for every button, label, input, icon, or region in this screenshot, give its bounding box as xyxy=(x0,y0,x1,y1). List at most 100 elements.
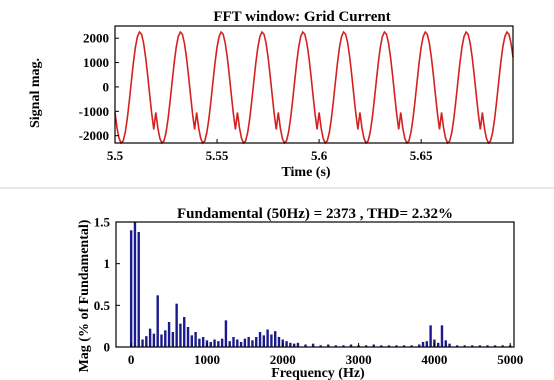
harmonic-bar xyxy=(156,295,159,347)
time-chart-plot-area: 5.5 5.55 5.6 5.65 2000 1000 0 -1000 -2000 xyxy=(79,30,514,163)
harmonic-bar xyxy=(486,345,489,347)
harmonic-bar xyxy=(258,332,262,347)
harmonic-bar xyxy=(190,335,194,347)
harmonic-bar xyxy=(201,337,205,347)
harmonic-bar xyxy=(239,342,243,347)
time-chart-ylabel: Signal mag. xyxy=(28,58,43,128)
harmonic-bar xyxy=(183,317,186,347)
harmonic-bar xyxy=(334,345,338,347)
harmonic-bar xyxy=(342,345,345,347)
harmonic-bar xyxy=(255,337,258,347)
harmonic-bar xyxy=(145,336,148,347)
harmonic-bar xyxy=(266,329,269,347)
harmonic-bar xyxy=(160,334,163,347)
harmonic-bar xyxy=(171,332,175,347)
harmonic-bar xyxy=(129,230,133,347)
harmonic-bar xyxy=(247,337,250,347)
harmonic-bar xyxy=(319,345,322,347)
harmonic-bar xyxy=(304,344,307,347)
harmonic-bar xyxy=(372,344,375,347)
harmonic-bar xyxy=(232,337,235,347)
harmonic-bar xyxy=(471,345,474,347)
harmonic-bar xyxy=(292,343,296,347)
fft-xtick-label: 2000 xyxy=(270,352,296,367)
harmonic-bar xyxy=(186,327,190,347)
fft-xtick-label: 0 xyxy=(128,352,135,367)
harmonic-bar xyxy=(285,341,288,347)
harmonic-bar xyxy=(311,343,315,347)
harmonic-bar xyxy=(364,345,368,347)
time-ytick-label: 1000 xyxy=(83,55,109,70)
harmonic-bar xyxy=(380,345,383,347)
time-xtick-label: 5.65 xyxy=(410,148,433,163)
harmonic-bar xyxy=(198,338,201,347)
harmonic-bar xyxy=(410,345,413,347)
fft-chart-axes-frame xyxy=(115,221,515,348)
harmonic-bar xyxy=(175,303,178,347)
time-chart-xlabel: Time (s) xyxy=(281,165,330,180)
time-ytick-label: 0 xyxy=(103,79,110,94)
harmonic-bar xyxy=(296,342,300,347)
harmonic-bar xyxy=(220,338,224,347)
harmonic-bar xyxy=(436,342,440,347)
fft-ytick-label: 0 xyxy=(104,340,111,355)
harmonic-bar xyxy=(448,343,451,347)
time-chart-axes-frame xyxy=(114,25,514,144)
harmonic-bar xyxy=(478,345,482,347)
harmonic-bar xyxy=(167,322,171,347)
harmonic-bar xyxy=(228,341,231,347)
harmonic-bar xyxy=(289,342,292,347)
fft-ytick-label: 1.5 xyxy=(94,215,111,230)
time-xtick-label: 5.5 xyxy=(107,148,124,163)
harmonic-bar xyxy=(387,345,391,347)
harmonic-bar xyxy=(402,345,406,347)
harmonic-bar xyxy=(455,345,459,347)
fft-spectrum-chart: Fundamental (50Hz) = 2373 , THD= 2.32% F… xyxy=(77,206,523,380)
harmonic-bar xyxy=(463,345,466,347)
fft-ytick-label: 1 xyxy=(104,256,111,271)
harmonic-bar xyxy=(418,344,421,347)
time-ytick-label: -1000 xyxy=(79,104,109,119)
harmonic-bar xyxy=(327,344,330,347)
harmonic-bar xyxy=(395,345,398,347)
harmonic-bar xyxy=(440,325,444,347)
time-ytick-label: -2000 xyxy=(79,128,109,143)
fft-chart-xlabel: Frequency (Hz) xyxy=(271,366,365,380)
harmonic-bar xyxy=(421,342,425,347)
fft-chart-title: Fundamental (50Hz) = 2373 , THD= 2.32% xyxy=(177,206,453,222)
harmonic-bar xyxy=(262,335,266,347)
harmonic-bar xyxy=(243,338,247,347)
harmonic-bar xyxy=(277,337,281,347)
time-ytick-label: 2000 xyxy=(83,31,109,46)
harmonic-bar xyxy=(194,332,197,347)
fft-chart-plot-area: 0 1000 2000 3000 4000 5000 0 0.5 1 1.5 xyxy=(94,215,523,368)
harmonic-bar xyxy=(429,325,432,347)
harmonic-bar xyxy=(164,330,167,347)
grid-current-series-line xyxy=(114,30,514,145)
harmonic-bar xyxy=(137,232,140,347)
harmonic-bar xyxy=(213,339,216,347)
harmonic-bar xyxy=(224,320,228,347)
harmonic-bar xyxy=(425,341,429,347)
harmonic-bar xyxy=(179,323,182,347)
harmonic-bar xyxy=(493,345,497,347)
harmonic-bar xyxy=(274,331,277,347)
harmonic-bar xyxy=(236,339,239,347)
harmonic-bar xyxy=(501,345,504,347)
time-domain-chart: FFT window: Grid Current Time (s) Signal… xyxy=(28,9,514,180)
time-xtick-label: 5.55 xyxy=(206,148,229,163)
harmonic-bar xyxy=(141,339,144,347)
fft-chart-ylabel: Mag (% of Fundamental) xyxy=(77,219,92,372)
harmonic-bar xyxy=(133,222,137,347)
harmonic-bar xyxy=(148,328,152,347)
fft-ytick-label: 0.5 xyxy=(94,298,111,313)
fft-xtick-label: 5000 xyxy=(497,352,523,367)
harmonic-bar xyxy=(349,344,353,347)
fft-xtick-label: 1000 xyxy=(194,352,220,367)
time-xtick-label: 5.6 xyxy=(311,148,328,163)
harmonic-bar xyxy=(152,333,156,347)
time-chart-title: FFT window: Grid Current xyxy=(213,9,390,25)
harmonic-bar xyxy=(209,342,212,347)
harmonic-bar xyxy=(270,334,273,347)
